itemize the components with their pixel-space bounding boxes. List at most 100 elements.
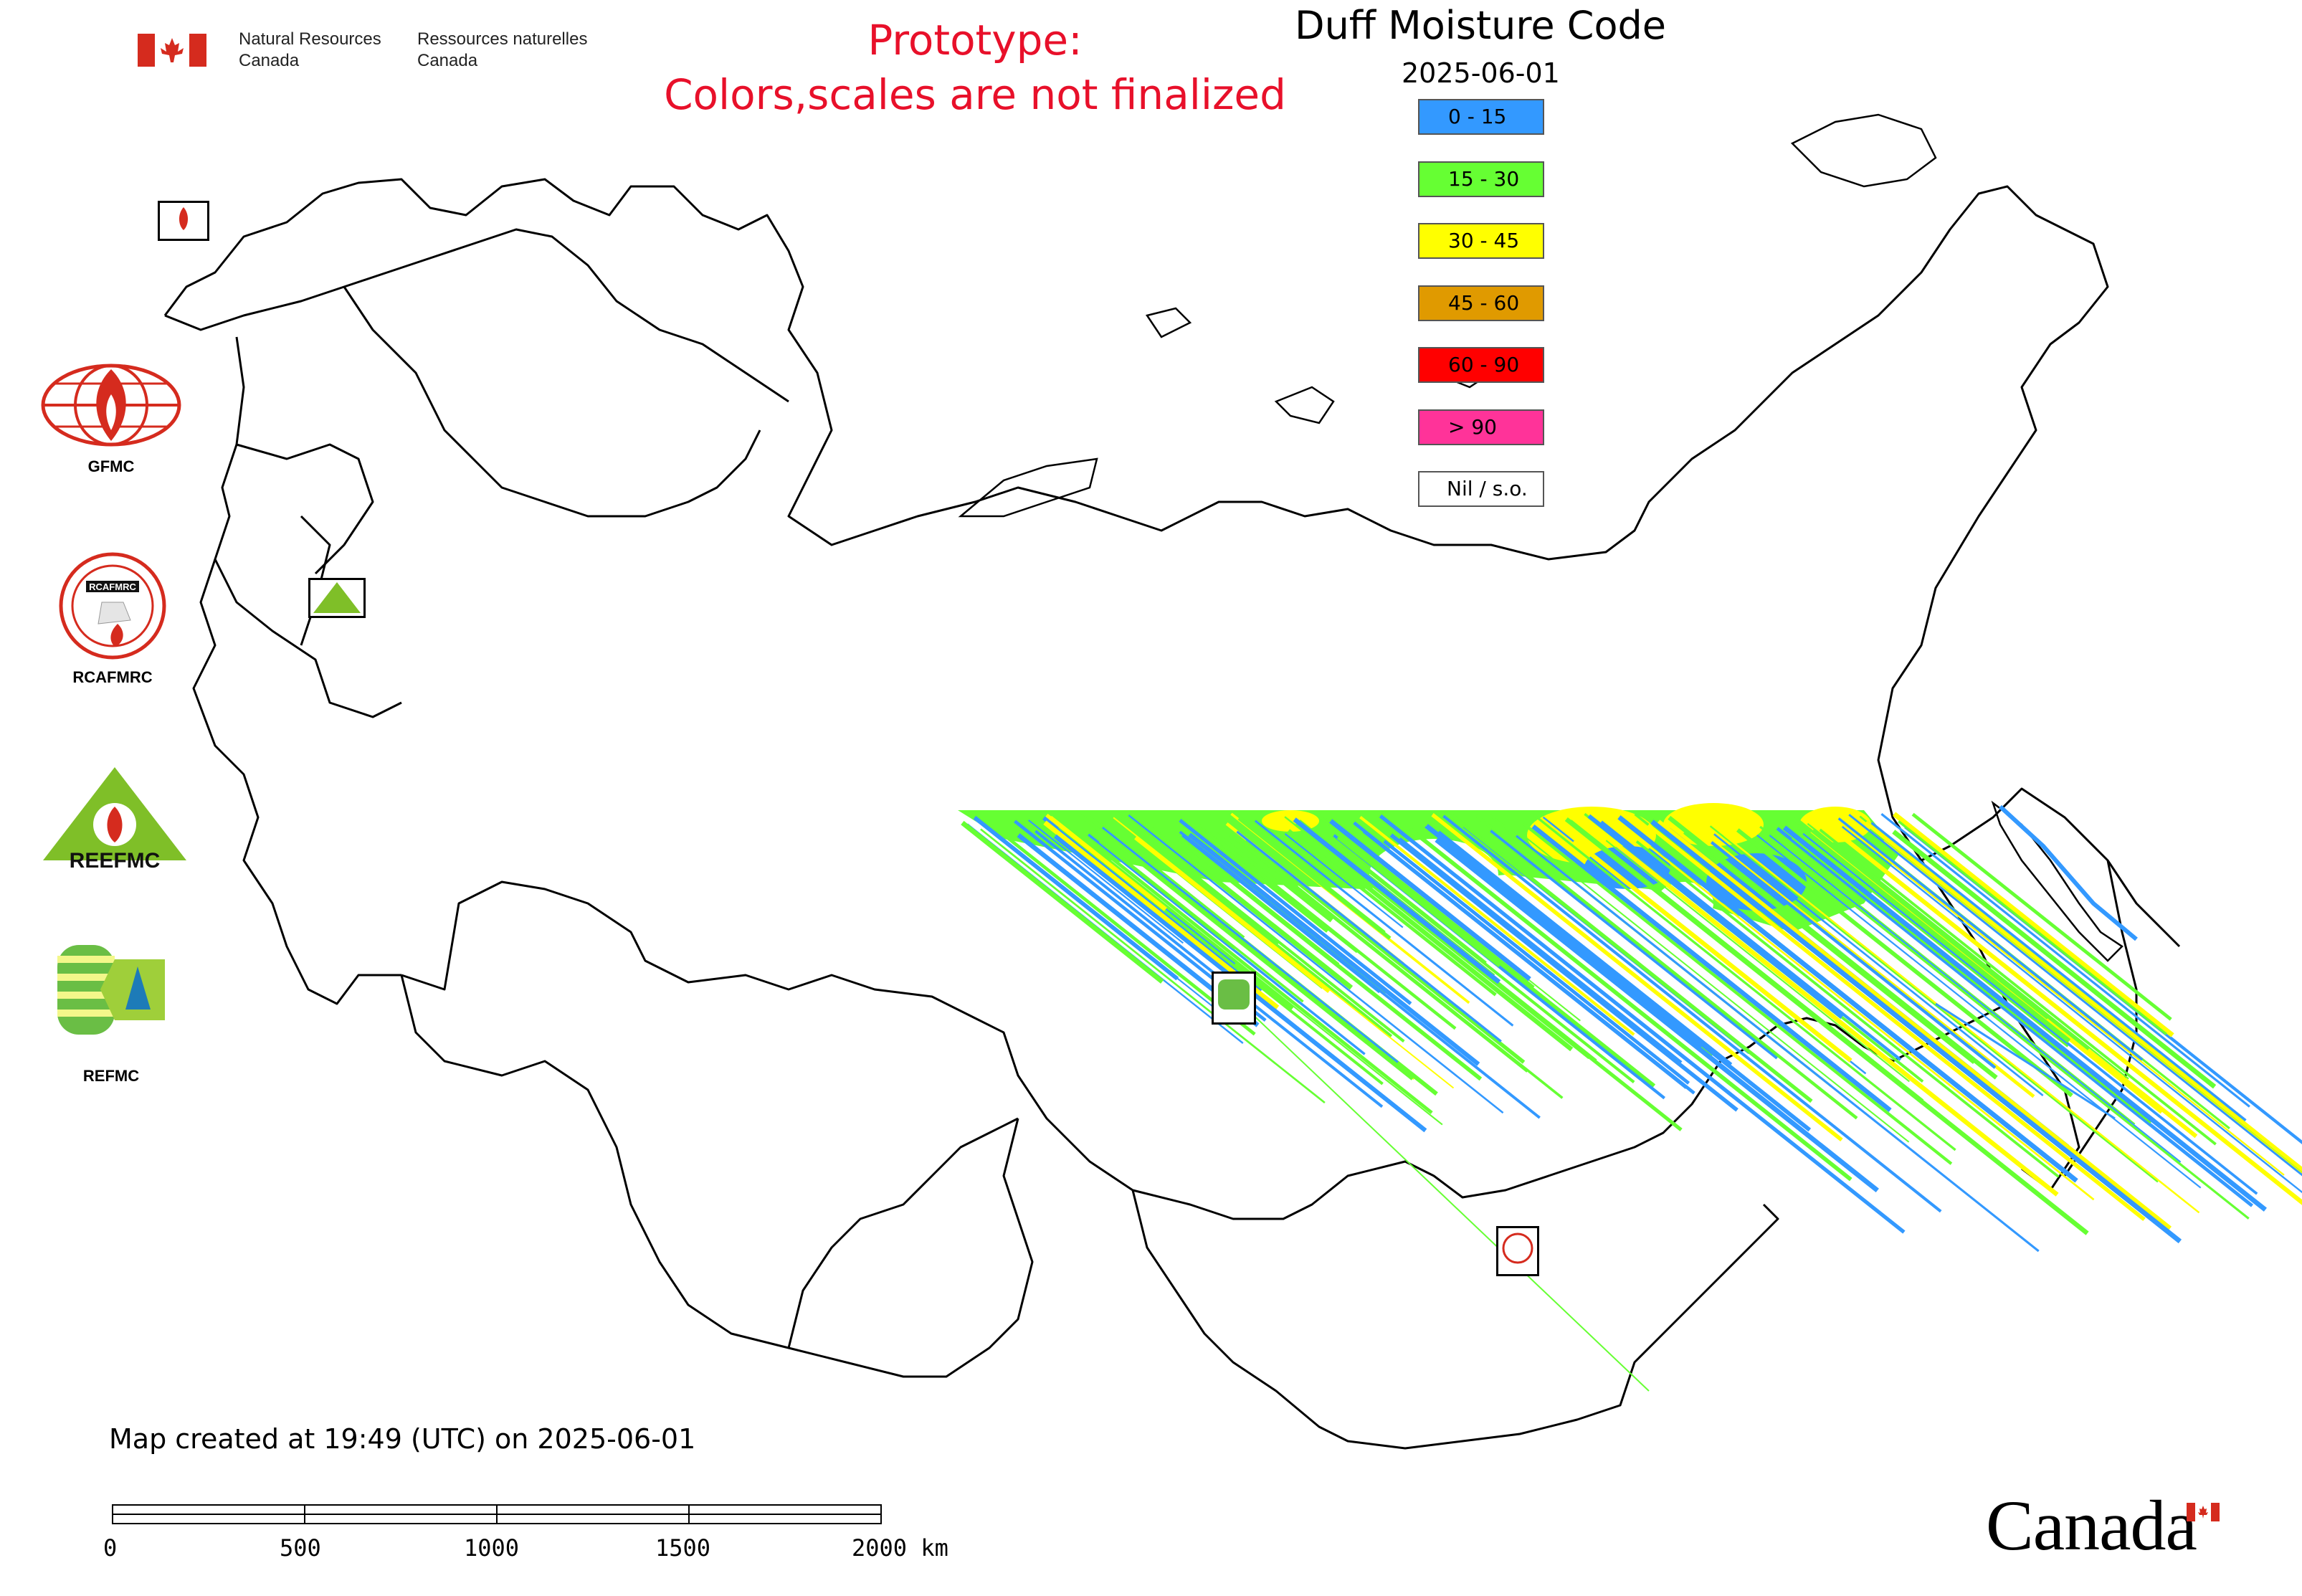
swath-streak [1435, 837, 1879, 1193]
swath-streak [1709, 825, 2159, 1183]
swath-streak [1236, 830, 1502, 1042]
swath-streak [1035, 830, 1384, 1108]
swath-streak [1792, 836, 2152, 1124]
swath-streak [1617, 815, 2078, 1183]
swath-streak [1093, 834, 1304, 1003]
swath-streak [1379, 814, 1906, 1234]
swath-streak [1759, 825, 2136, 1126]
swath-streak [1870, 822, 2247, 1122]
swath-streak [1028, 820, 1184, 944]
prototype-warning: Prototype: Colors,scales are not finaliz… [645, 13, 1305, 122]
swath-streak [1883, 839, 2302, 1175]
swath-streak [1880, 813, 2250, 1108]
swath-streak [1802, 832, 2258, 1195]
map-badge-refmc [1212, 972, 1256, 1025]
swath-streak [1647, 823, 2146, 1222]
swath-streak [1564, 817, 2089, 1235]
swath-streak [1776, 827, 2253, 1207]
swath-streak [1837, 817, 2144, 1062]
swath-streak [1399, 837, 1683, 1064]
swath-streak [1437, 830, 1733, 1066]
rcafmrc-logo: RCAFMRC [59, 552, 166, 660]
swath-streak [1196, 826, 1329, 933]
swath-streak [1116, 812, 1405, 1043]
swath-streak [1783, 825, 2267, 1212]
agency-name-fr: Ressources naturelles Canada [417, 29, 588, 70]
legend-item: 30 - 45 [1418, 223, 1544, 259]
swath-streak [1519, 832, 1910, 1143]
scale-bar [112, 1504, 882, 1524]
swath-streak [1475, 814, 1858, 1120]
scale-label-1000: 1000 [464, 1534, 520, 1562]
swath-streak [1683, 831, 1975, 1064]
swath-streak [1244, 839, 1526, 1064]
swath-streak [1383, 840, 1690, 1085]
swath-streak [1587, 814, 1844, 1019]
swath-streak [1898, 820, 2167, 1035]
swath-streak [1769, 835, 2182, 1163]
swath-streak [980, 828, 1326, 1104]
swath-streak [1254, 820, 1514, 1027]
swath-streak [1218, 982, 1650, 1392]
refmc-logo [57, 945, 172, 1035]
swath-streak [1756, 835, 2202, 1189]
swath-streak [1668, 815, 1998, 1080]
map-created-text: Map created at 19:49 (UTC) on 2025-06-01 [109, 1423, 696, 1455]
map-badge-reefmc [308, 578, 366, 618]
swath-streak [1098, 840, 1235, 950]
swath-streak [1325, 835, 1487, 965]
swath-streak [1080, 833, 1433, 1114]
swath-streak [1801, 833, 2070, 1048]
swath-streak [1892, 812, 2174, 1037]
swath-streak [1359, 815, 1635, 1036]
swath-streak [1079, 835, 1443, 1126]
svg-text:RCAFMRC: RCAFMRC [89, 581, 136, 592]
swath-streak [1431, 813, 1843, 1142]
swath-streak [1792, 816, 2049, 1022]
legend-item: > 90 [1418, 409, 1544, 445]
swath-streak [1797, 824, 2071, 1043]
swath-streak [1409, 827, 1852, 1182]
swath-streak [1329, 819, 1531, 982]
swath-streak [1584, 817, 2059, 1197]
swath-streak [1188, 832, 1480, 1066]
refmc-label: REFMC [82, 1067, 140, 1085]
canada-flag-icon [138, 34, 206, 67]
legend-item: 0 - 15 [1418, 99, 1544, 135]
swath-streak [1724, 835, 2200, 1214]
swath-streak [1100, 822, 1245, 939]
swath-streak [1113, 814, 1393, 1038]
swath-streak [1389, 833, 1739, 1112]
swath-streak [1238, 840, 1564, 1099]
swath-streak [1293, 817, 1501, 984]
swath-streak [1490, 828, 1779, 1060]
swath-streak [1042, 816, 1262, 993]
swath-streak [1284, 833, 1404, 928]
svg-text:REEFMC: REEFMC [70, 849, 161, 871]
swath-streak [1531, 825, 1892, 1113]
rcafmrc-label: RCAFMRC [72, 668, 153, 686]
swath-streak [1736, 828, 2073, 1098]
swath-streak [1295, 822, 1683, 1131]
scale-label-2000: 2000 km [852, 1534, 948, 1562]
swath-streak [1299, 820, 1495, 977]
swath-streak [1935, 1002, 2116, 1120]
swath-streak [1605, 840, 1910, 1083]
prototype-line1: Prototype: [867, 16, 1083, 65]
swath-streak [1710, 841, 1997, 1069]
gfmc-label: GFMC [87, 457, 135, 475]
swath-streak [1635, 835, 2095, 1201]
map-badge-gfmc [158, 201, 209, 241]
swath-streak [1812, 828, 2090, 1050]
swath-streak [1445, 840, 1704, 1048]
swath-streak [1049, 815, 1167, 911]
swath-streak [961, 820, 1164, 984]
scale-label-1500: 1500 [655, 1534, 711, 1562]
swath-streak [1442, 814, 1942, 1213]
swath-streak [1819, 828, 2217, 1146]
swath-streak [1522, 822, 1953, 1165]
swath-streak [1336, 836, 1500, 968]
swath-streak [1516, 835, 2040, 1253]
map-date: 2025-06-01 [1402, 57, 1560, 89]
